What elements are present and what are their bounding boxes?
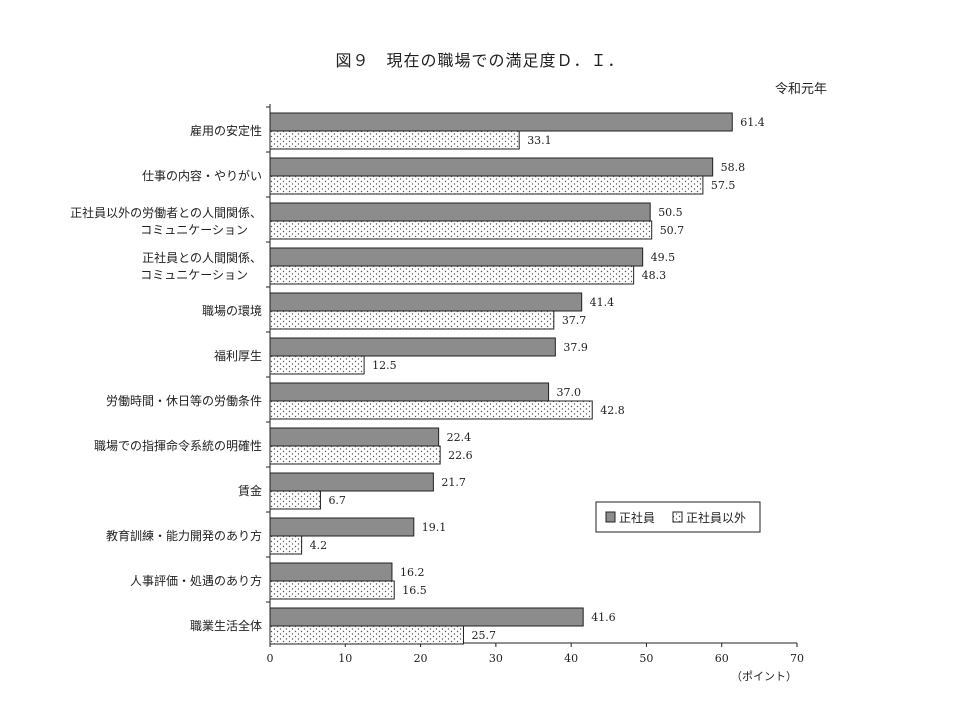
bar-regular xyxy=(269,247,644,267)
bar-regular xyxy=(269,427,440,447)
category-label: 雇用の安定性 xyxy=(190,123,262,138)
category-label: 仕事の内容・やりがい xyxy=(142,168,262,183)
bar-non-regular xyxy=(269,175,704,195)
x-tick-label: 0 xyxy=(267,652,274,665)
category-label-line: コミュニケーション xyxy=(140,223,248,237)
bar-non-regular xyxy=(269,355,365,375)
x-tick-label: 10 xyxy=(338,652,352,665)
bar-non-regular xyxy=(269,220,653,240)
bar-regular xyxy=(269,157,714,177)
legend-swatch-non-regular xyxy=(672,511,683,523)
legend-label-non-regular: 正社員以外 xyxy=(686,510,746,525)
data-label: 6.7 xyxy=(328,494,346,507)
bar-non-regular xyxy=(269,130,520,150)
bar-regular xyxy=(269,472,434,492)
data-label: 25.7 xyxy=(471,629,496,642)
data-label: 12.5 xyxy=(372,359,397,372)
category-label: 教育訓練・能力開発のあり方 xyxy=(106,528,262,543)
legend-swatch-regular xyxy=(605,511,616,523)
data-label: 50.5 xyxy=(658,206,683,219)
data-label: 41.6 xyxy=(591,611,616,624)
data-label: 16.5 xyxy=(402,584,427,597)
x-tick-label: 20 xyxy=(414,652,428,665)
category-label: 労働時間・休日等の労働条件 xyxy=(106,394,262,408)
category-label: 福利厚生 xyxy=(214,348,262,363)
bar-regular xyxy=(269,607,584,627)
x-axis-unit-label: （ポイント） xyxy=(731,670,797,683)
x-tick-label: 30 xyxy=(489,652,503,665)
data-label: 22.6 xyxy=(448,449,473,462)
bar-non-regular xyxy=(269,265,635,285)
x-tick-label: 50 xyxy=(639,652,653,665)
data-label: 42.8 xyxy=(600,404,625,417)
category-label-line: 正社員との人間関係、 xyxy=(142,250,262,265)
bar-non-regular xyxy=(269,445,441,465)
category-label-line: 正社員以外の労働者との人間関係、 xyxy=(70,205,262,220)
data-label: 22.4 xyxy=(447,431,472,444)
category-label: 人事評価・処遇のあり方 xyxy=(130,573,262,588)
x-tick-label: 40 xyxy=(564,652,578,665)
bar-non-regular xyxy=(269,625,464,645)
bar-non-regular xyxy=(269,490,321,510)
bar-non-regular xyxy=(269,580,395,600)
data-label: 37.0 xyxy=(557,386,582,399)
bar-regular xyxy=(269,337,556,357)
bar-non-regular xyxy=(269,400,593,420)
data-label: 16.2 xyxy=(400,566,425,579)
category-label: 職業生活全体 xyxy=(190,618,262,633)
data-label: 41.4 xyxy=(590,296,615,309)
x-tick-label: 60 xyxy=(715,652,729,665)
bar-non-regular xyxy=(269,310,555,330)
chart-title: 図９ 現在の職場での満足度Ｄ．Ｉ． xyxy=(335,51,625,70)
data-label: 37.9 xyxy=(563,341,588,354)
x-tick-label: 70 xyxy=(790,652,804,665)
bar-regular xyxy=(269,382,550,402)
legend-label-regular: 正社員 xyxy=(619,510,655,525)
data-label: 21.7 xyxy=(441,476,466,489)
bar-regular xyxy=(269,562,393,582)
bar-regular xyxy=(269,292,583,312)
bar-regular xyxy=(269,517,415,537)
legend: 正社員 正社員以外 xyxy=(595,501,761,533)
category-label: 正社員との人間関係、コミュニケーション xyxy=(140,250,262,282)
category-label: 職場の環境 xyxy=(202,303,262,318)
data-label: 33.1 xyxy=(527,134,552,147)
category-label-line: コミュニケーション xyxy=(140,268,248,282)
data-label: 58.8 xyxy=(721,161,746,174)
data-label: 50.7 xyxy=(660,224,685,237)
data-label: 48.3 xyxy=(642,269,667,282)
data-label: 4.2 xyxy=(310,539,328,552)
bar-regular xyxy=(269,202,651,222)
category-label: 賃金 xyxy=(238,483,262,498)
data-label: 57.5 xyxy=(711,179,736,192)
data-label: 49.5 xyxy=(651,251,676,264)
bar-non-regular xyxy=(269,535,303,555)
data-label: 61.4 xyxy=(740,116,765,129)
data-label: 19.1 xyxy=(422,521,447,534)
bars-group xyxy=(269,112,733,645)
labels-group: 61.4 58.8 50.5 49.5 41.4 37.9 37.0 22.4 21.7 19.1… xyxy=(70,116,765,642)
bar-regular xyxy=(269,112,733,132)
category-label: 職場での指揮命令系統の明確性 xyxy=(94,438,262,453)
category-label: 正社員以外の労働者との人間関係、コミュニケーション xyxy=(70,205,262,237)
era-label: 令和元年 xyxy=(774,82,827,97)
data-label: 37.7 xyxy=(562,314,587,327)
